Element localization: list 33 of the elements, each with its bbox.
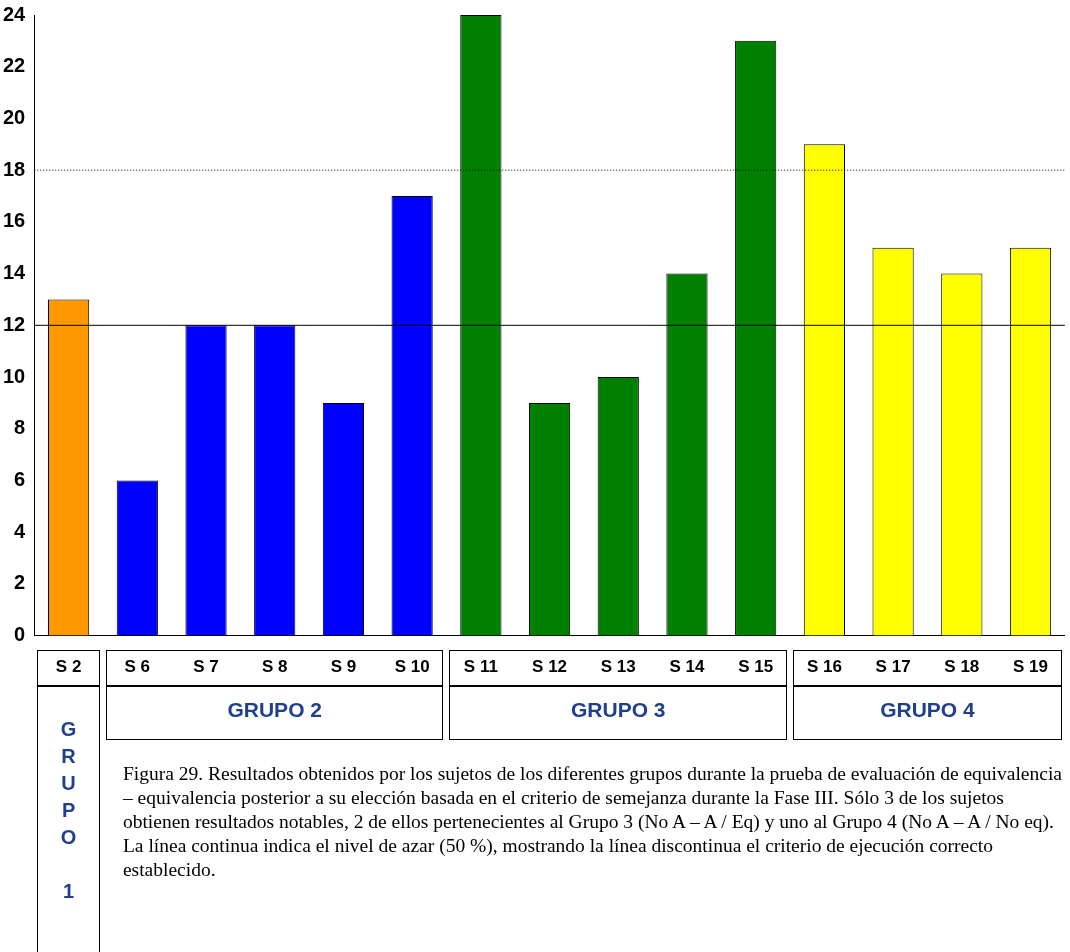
y-tick-label: 18 [3, 157, 26, 180]
x-tick-label: S 17 [875, 657, 911, 677]
x-tick-label: S 13 [600, 657, 636, 677]
x-tick-label: S 12 [532, 657, 568, 677]
x-tick-label: S 9 [330, 657, 357, 677]
text: GRUPO 2 [226, 697, 323, 722]
text: Figura 29. Resultados obtenidos por los sujetos de los diferentes grupos durante la prueba de evaluación de equivalencia – equivalencia posterior a su elección basada en el criterio de semejanza durante la Fase III. Sólo 3 de los sujetos obtienen resultados notables, 2 de ellos pertenecientes al Grupo 3 (No A – A / Eq) y uno al Grupo 4 (No A – A / No eq). La línea continua indica el nivel de azar (50 %), mostrando la línea discontinua el criterio de ejecución correcto establecido. [122, 761, 1063, 882]
x-tick-label: S 16 [806, 657, 842, 677]
x-tick-label: S 2 [55, 657, 82, 677]
y-tick-label: 16 [3, 209, 26, 232]
x-tick-label: S 6 [124, 657, 151, 677]
y-tick-label: 24 [3, 2, 27, 25]
x-tick-label: S 8 [261, 657, 288, 677]
y-tick-label: 10 [3, 364, 26, 387]
x-tick-label: S 15 [738, 657, 774, 677]
x-tick-label: S 18 [944, 657, 980, 677]
y-tick-label: 6 [14, 467, 26, 490]
y-tick-label: 12 [3, 312, 26, 335]
x-tick-label: S 14 [669, 657, 705, 677]
y-tick-label: 14 [3, 261, 27, 284]
text: GRUPO 3 [570, 697, 667, 722]
y-tick-label: 20 [3, 105, 26, 128]
y-tick-label: 8 [14, 416, 26, 439]
x-tick-label: S 7 [193, 657, 219, 677]
y-tick-label: 2 [14, 571, 26, 594]
x-tick-label: S 19 [1013, 657, 1049, 677]
y-tick-label: 4 [14, 519, 27, 542]
text: GRUPO 4 [879, 697, 976, 722]
x-tick-label: S 10 [394, 657, 430, 677]
y-tick-label: 22 [3, 54, 26, 77]
y-tick-label: 0 [14, 623, 26, 646]
text: GRUPO 1 [60, 717, 77, 902]
x-tick-label: S 11 [463, 657, 498, 677]
